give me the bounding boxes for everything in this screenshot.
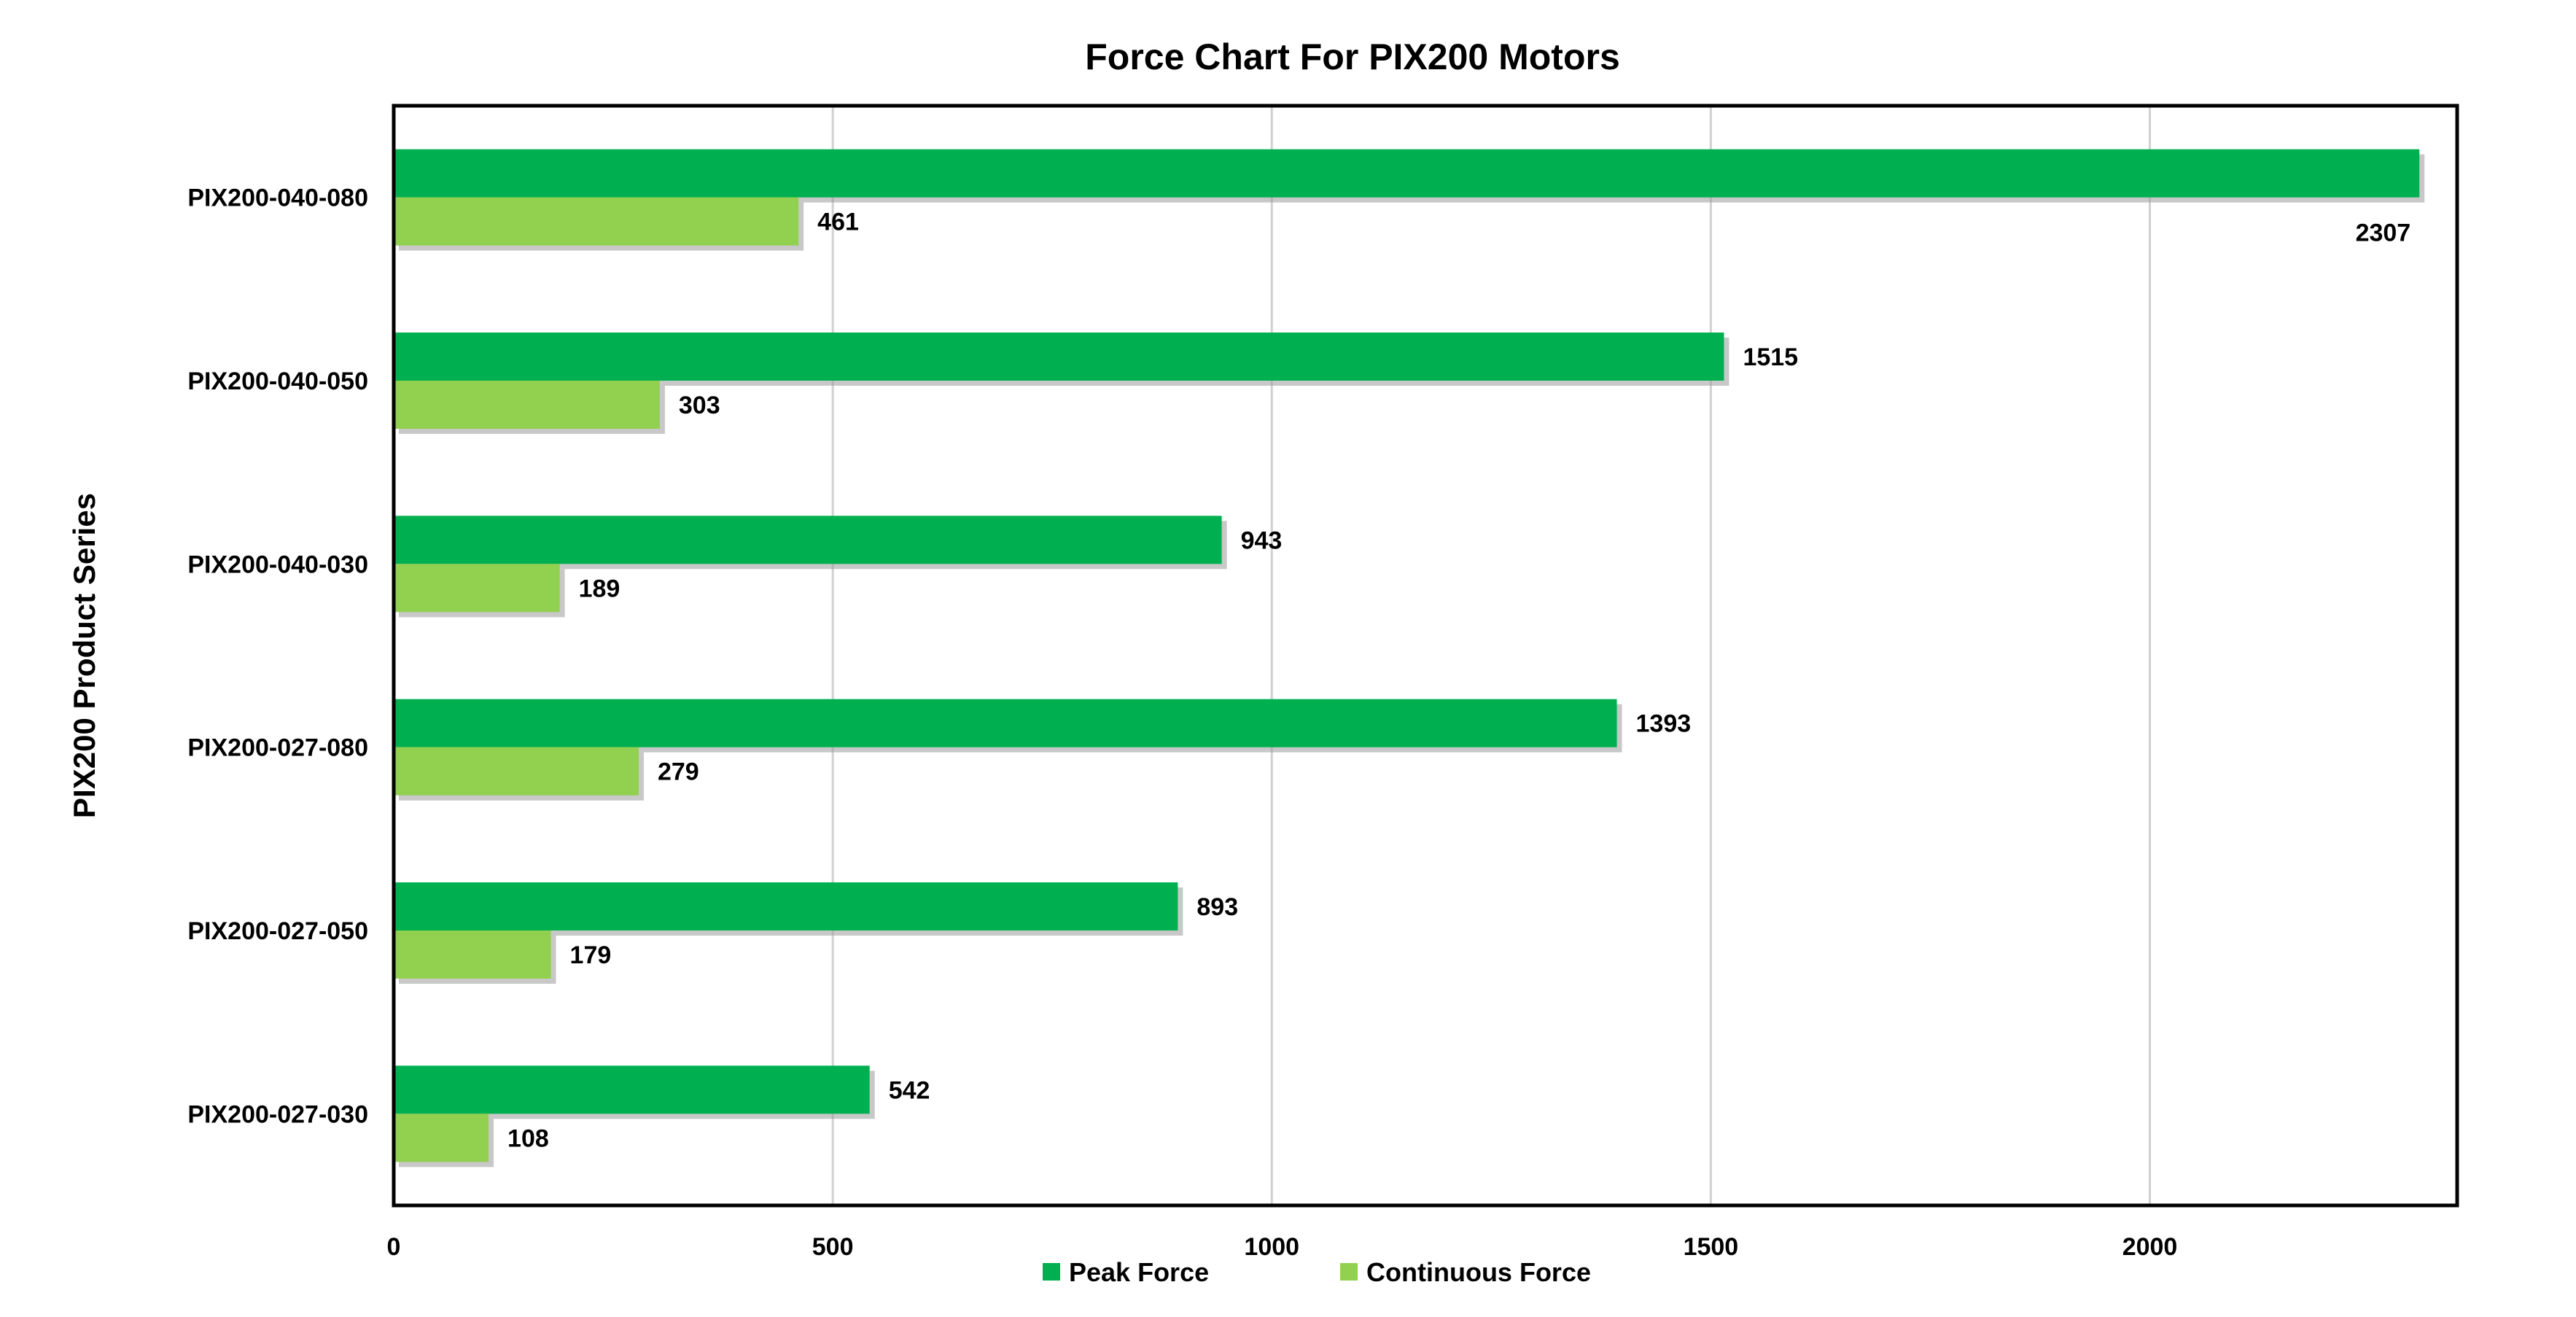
legend-label: Continuous Force	[1366, 1257, 1591, 1287]
data-label: 2307	[2356, 219, 2411, 247]
continuous-force-bar	[394, 747, 639, 796]
peak-force-bar	[394, 516, 1222, 564]
data-label: 1515	[1743, 343, 1798, 371]
legend-swatch	[1043, 1263, 1060, 1281]
data-label: 893	[1196, 893, 1238, 921]
data-label: 279	[658, 758, 699, 786]
legend-swatch	[1340, 1263, 1358, 1281]
peak-force-bar	[394, 149, 2420, 198]
data-label: 542	[889, 1076, 930, 1104]
category-label: PIX200-027-080	[187, 734, 368, 762]
chart-title: Force Chart For PIX200 Motors	[1085, 36, 1620, 77]
x-tick-labels: 0 500 1000 1500 2000	[387, 1233, 2178, 1261]
x-tick-label: 2000	[2122, 1233, 2178, 1261]
category-label: PIX200-027-030	[187, 1100, 368, 1128]
data-label: 108	[507, 1124, 549, 1152]
data-label: 179	[570, 941, 612, 969]
category-label: PIX200-040-030	[187, 551, 368, 578]
peak-force-bar	[394, 699, 1617, 747]
data-label: 189	[579, 575, 620, 602]
x-tick-label: 500	[812, 1233, 854, 1261]
legend: Peak Force Continuous Force	[1043, 1257, 1591, 1287]
continuous-force-bar	[394, 381, 660, 429]
gridlines	[831, 106, 2152, 1205]
plot-frame	[392, 104, 2459, 1208]
x-tick-label: 1000	[1244, 1233, 1299, 1261]
peak-force-bar	[394, 1065, 870, 1114]
bars: 2307 461 1515 303 943 189 1393 279 893 179 542 108	[394, 149, 2425, 1168]
category-label: PIX200-040-050	[187, 368, 368, 395]
peak-force-bar	[394, 882, 1178, 931]
data-label: 1393	[1636, 710, 1692, 738]
continuous-force-bar	[394, 931, 551, 979]
peak-force-bar	[394, 333, 1724, 381]
data-label: 943	[1241, 527, 1283, 554]
category-label: PIX200-027-050	[187, 917, 368, 945]
continuous-force-bar	[394, 197, 799, 246]
continuous-force-bar	[394, 564, 560, 613]
x-tick-label: 1500	[1684, 1233, 1739, 1261]
y-axis-label: PIX200 Product Series	[67, 493, 101, 818]
data-label: 303	[679, 392, 720, 419]
x-tick-label: 0	[387, 1233, 401, 1261]
category-labels: PIX200-040-080 PIX200-040-050 PIX200-040-0…	[187, 184, 368, 1129]
legend-label: Peak Force	[1069, 1257, 1209, 1287]
data-label: 461	[817, 209, 859, 236]
category-label: PIX200-040-080	[187, 184, 368, 212]
continuous-force-bar	[394, 1114, 489, 1162]
